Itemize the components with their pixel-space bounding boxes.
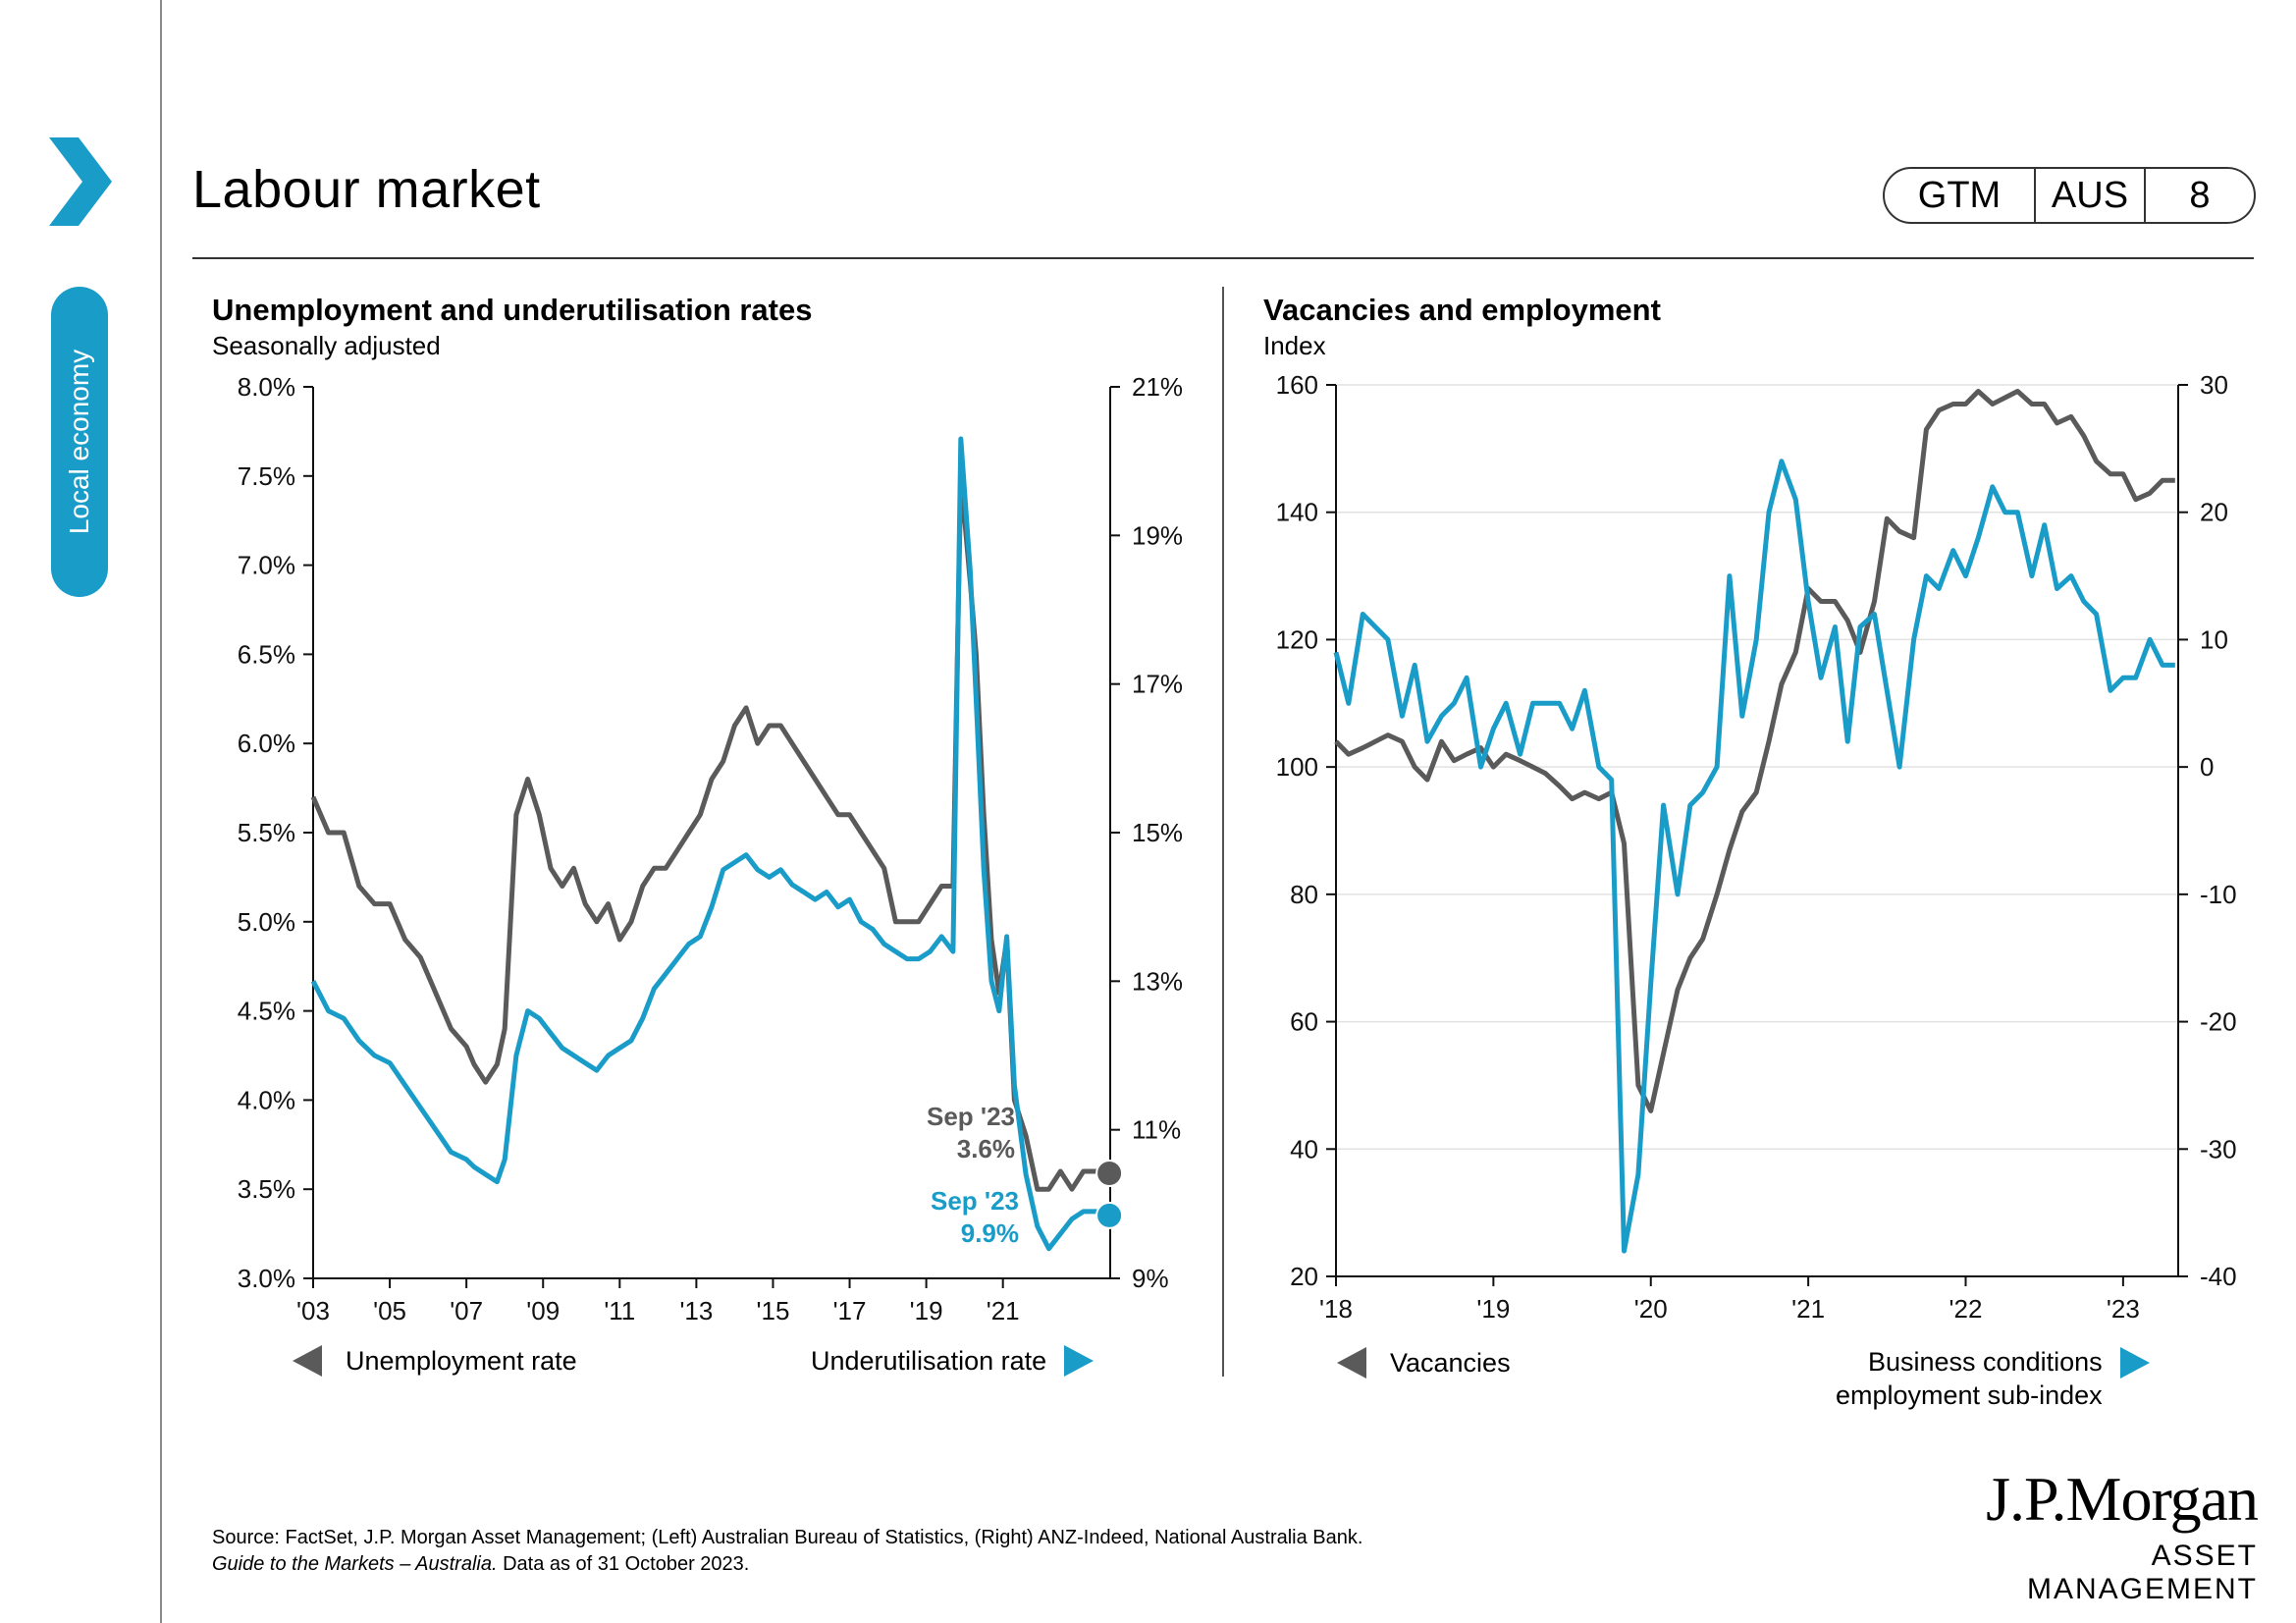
source-line1: Source: FactSet, J.P. Morgan Asset Manag… — [212, 1527, 1363, 1548]
right-series-left-axis-line — [1334, 389, 2175, 1113]
left-y-left-tick-label: 4.5% — [238, 997, 295, 1026]
legend-business-conditions: Business conditions employment sub-index — [1836, 1345, 2150, 1412]
left-x-tick-label: '13 — [679, 1296, 713, 1325]
right-y-left-tick-label: 120 — [1276, 624, 1318, 654]
legend-unemployment: Unemployment rate — [293, 1345, 577, 1377]
right-y-right-tick-label: -30 — [2200, 1134, 2237, 1163]
left-y-right-tick-label: 13% — [1132, 966, 1183, 996]
left-y-right-tick-label: 19% — [1132, 520, 1183, 550]
left-y-right-tick-label: 15% — [1132, 818, 1183, 847]
right-arrow-icon — [2119, 1347, 2150, 1379]
header-divider — [192, 257, 2254, 259]
right-chart-title: Vacancies and employment — [1263, 293, 1661, 327]
right-y-left-tick-label: 40 — [1290, 1134, 1318, 1163]
right-y-left-tick-label: 80 — [1290, 880, 1318, 909]
sidebar-divider — [160, 0, 162, 1623]
right-y-left-tick-label: 20 — [1290, 1262, 1318, 1291]
left-y-right-tick-label: 11% — [1132, 1115, 1181, 1145]
right-y-right-tick-label: -10 — [2200, 880, 2237, 909]
right-y-left-tick-label: 60 — [1290, 1007, 1318, 1037]
unemployment-annotation-value: 3.6% — [957, 1134, 1015, 1163]
logo-line1: J.P.Morgan — [1986, 1464, 2259, 1534]
jpmorgan-logo: J.P.Morgan ASSET MANAGEMENT — [1924, 1464, 2259, 1606]
left-x-tick-label: '17 — [833, 1296, 867, 1325]
source-note: Source: FactSet, J.P. Morgan Asset Manag… — [212, 1525, 1684, 1578]
left-x-tick-label: '15 — [757, 1296, 790, 1325]
source-publication: Guide to the Markets – Australia. — [212, 1553, 498, 1575]
underutilisation-end-marker — [1095, 1201, 1124, 1229]
badge-page-number: 8 — [2189, 174, 2211, 216]
right-x-tick-label: '22 — [1949, 1294, 1983, 1324]
left-y-left-tick-label: 8.0% — [238, 372, 295, 402]
right-y-right-tick-label: -40 — [2200, 1262, 2237, 1291]
legend-vacancies-label: Vacancies — [1390, 1347, 1511, 1378]
badge-region: AUS — [2036, 169, 2146, 222]
right-x-tick-label: '20 — [1634, 1294, 1668, 1324]
left-chart-subtitle: Seasonally adjusted — [212, 331, 441, 360]
chevron-right-icon — [49, 137, 112, 226]
underutilisation-annotation-label: Sep '23 — [931, 1186, 1019, 1216]
page-badge: GTM AUS 8 — [1883, 167, 2256, 224]
right-y-right-tick-label: -20 — [2200, 1007, 2237, 1037]
right-y-left-tick-label: 140 — [1276, 498, 1318, 527]
unemployment-annotation-label: Sep '23 — [927, 1102, 1015, 1131]
right-x-tick-label: '18 — [1319, 1294, 1353, 1324]
section-tab-local-economy[interactable]: Local economy — [51, 287, 108, 597]
left-x-tick-label: '07 — [450, 1296, 483, 1325]
right-y-left-tick-label: 100 — [1276, 752, 1318, 782]
right-y-right-tick-label: 30 — [2200, 370, 2228, 400]
chart-divider — [1222, 287, 1224, 1377]
left-y-left-tick-label: 4.0% — [238, 1085, 295, 1114]
left-x-tick-label: '09 — [526, 1296, 560, 1325]
left-y-left-tick-label: 7.5% — [238, 461, 295, 491]
left-y-left-tick-label: 7.0% — [238, 551, 295, 580]
left-y-left-tick-label: 3.0% — [238, 1264, 295, 1293]
right-y-right-tick-label: 0 — [2200, 752, 2214, 782]
left-y-right-tick-label: 17% — [1132, 670, 1183, 699]
left-arrow-icon — [293, 1345, 322, 1377]
left-x-tick-label: '03 — [296, 1296, 330, 1325]
legend-business-line2: employment sub-index — [1836, 1380, 2103, 1410]
left-y-left-tick-label: 5.5% — [238, 818, 295, 847]
left-chart-title: Unemployment and underutilisation rates — [212, 293, 813, 327]
right-x-tick-label: '21 — [1791, 1294, 1825, 1324]
legend-underutilisation: Underutilisation rate — [811, 1345, 1095, 1377]
right-arrow-icon — [1064, 1345, 1095, 1377]
page-title: Labour market — [192, 160, 541, 219]
right-x-tick-label: '19 — [1476, 1294, 1510, 1324]
left-x-tick-label: '21 — [987, 1296, 1020, 1325]
source-date: Data as of 31 October 2023. — [497, 1553, 750, 1575]
left-x-tick-label: '11 — [604, 1296, 635, 1325]
legend-unemployment-label: Unemployment rate — [346, 1345, 577, 1376]
right-y-right-tick-label: 10 — [2200, 624, 2228, 654]
logo-line2: ASSET MANAGEMENT — [2026, 1540, 2258, 1605]
right-series-right-axis-line — [1333, 459, 2175, 1254]
right-y-left-tick-label: 160 — [1276, 370, 1318, 400]
left-y-left-tick-label: 6.5% — [238, 639, 295, 669]
left-series-left-axis-line — [310, 473, 1107, 1192]
unemployment-end-marker — [1095, 1160, 1124, 1188]
underutilisation-annotation-value: 9.9% — [961, 1218, 1019, 1248]
badge-series: GTM — [1885, 169, 2036, 222]
legend-business-line1: Business conditions — [1868, 1347, 2103, 1377]
left-arrow-icon — [1337, 1347, 1366, 1379]
legend-underutilisation-label: Underutilisation rate — [811, 1345, 1047, 1376]
left-series-right-axis-line — [310, 436, 1107, 1252]
left-y-left-tick-label: 3.5% — [238, 1174, 295, 1204]
left-y-left-tick-label: 5.0% — [238, 907, 295, 937]
right-chart-subtitle: Index — [1263, 331, 1326, 360]
legend-vacancies: Vacancies — [1337, 1347, 1511, 1379]
left-y-right-tick-label: 9% — [1132, 1264, 1169, 1293]
left-y-left-tick-label: 6.0% — [238, 729, 295, 758]
right-y-right-tick-label: 20 — [2200, 498, 2228, 527]
left-x-tick-label: '19 — [910, 1296, 943, 1325]
left-x-tick-label: '05 — [373, 1296, 406, 1325]
right-x-tick-label: '23 — [2107, 1294, 2140, 1324]
left-y-right-tick-label: 21% — [1132, 372, 1183, 402]
